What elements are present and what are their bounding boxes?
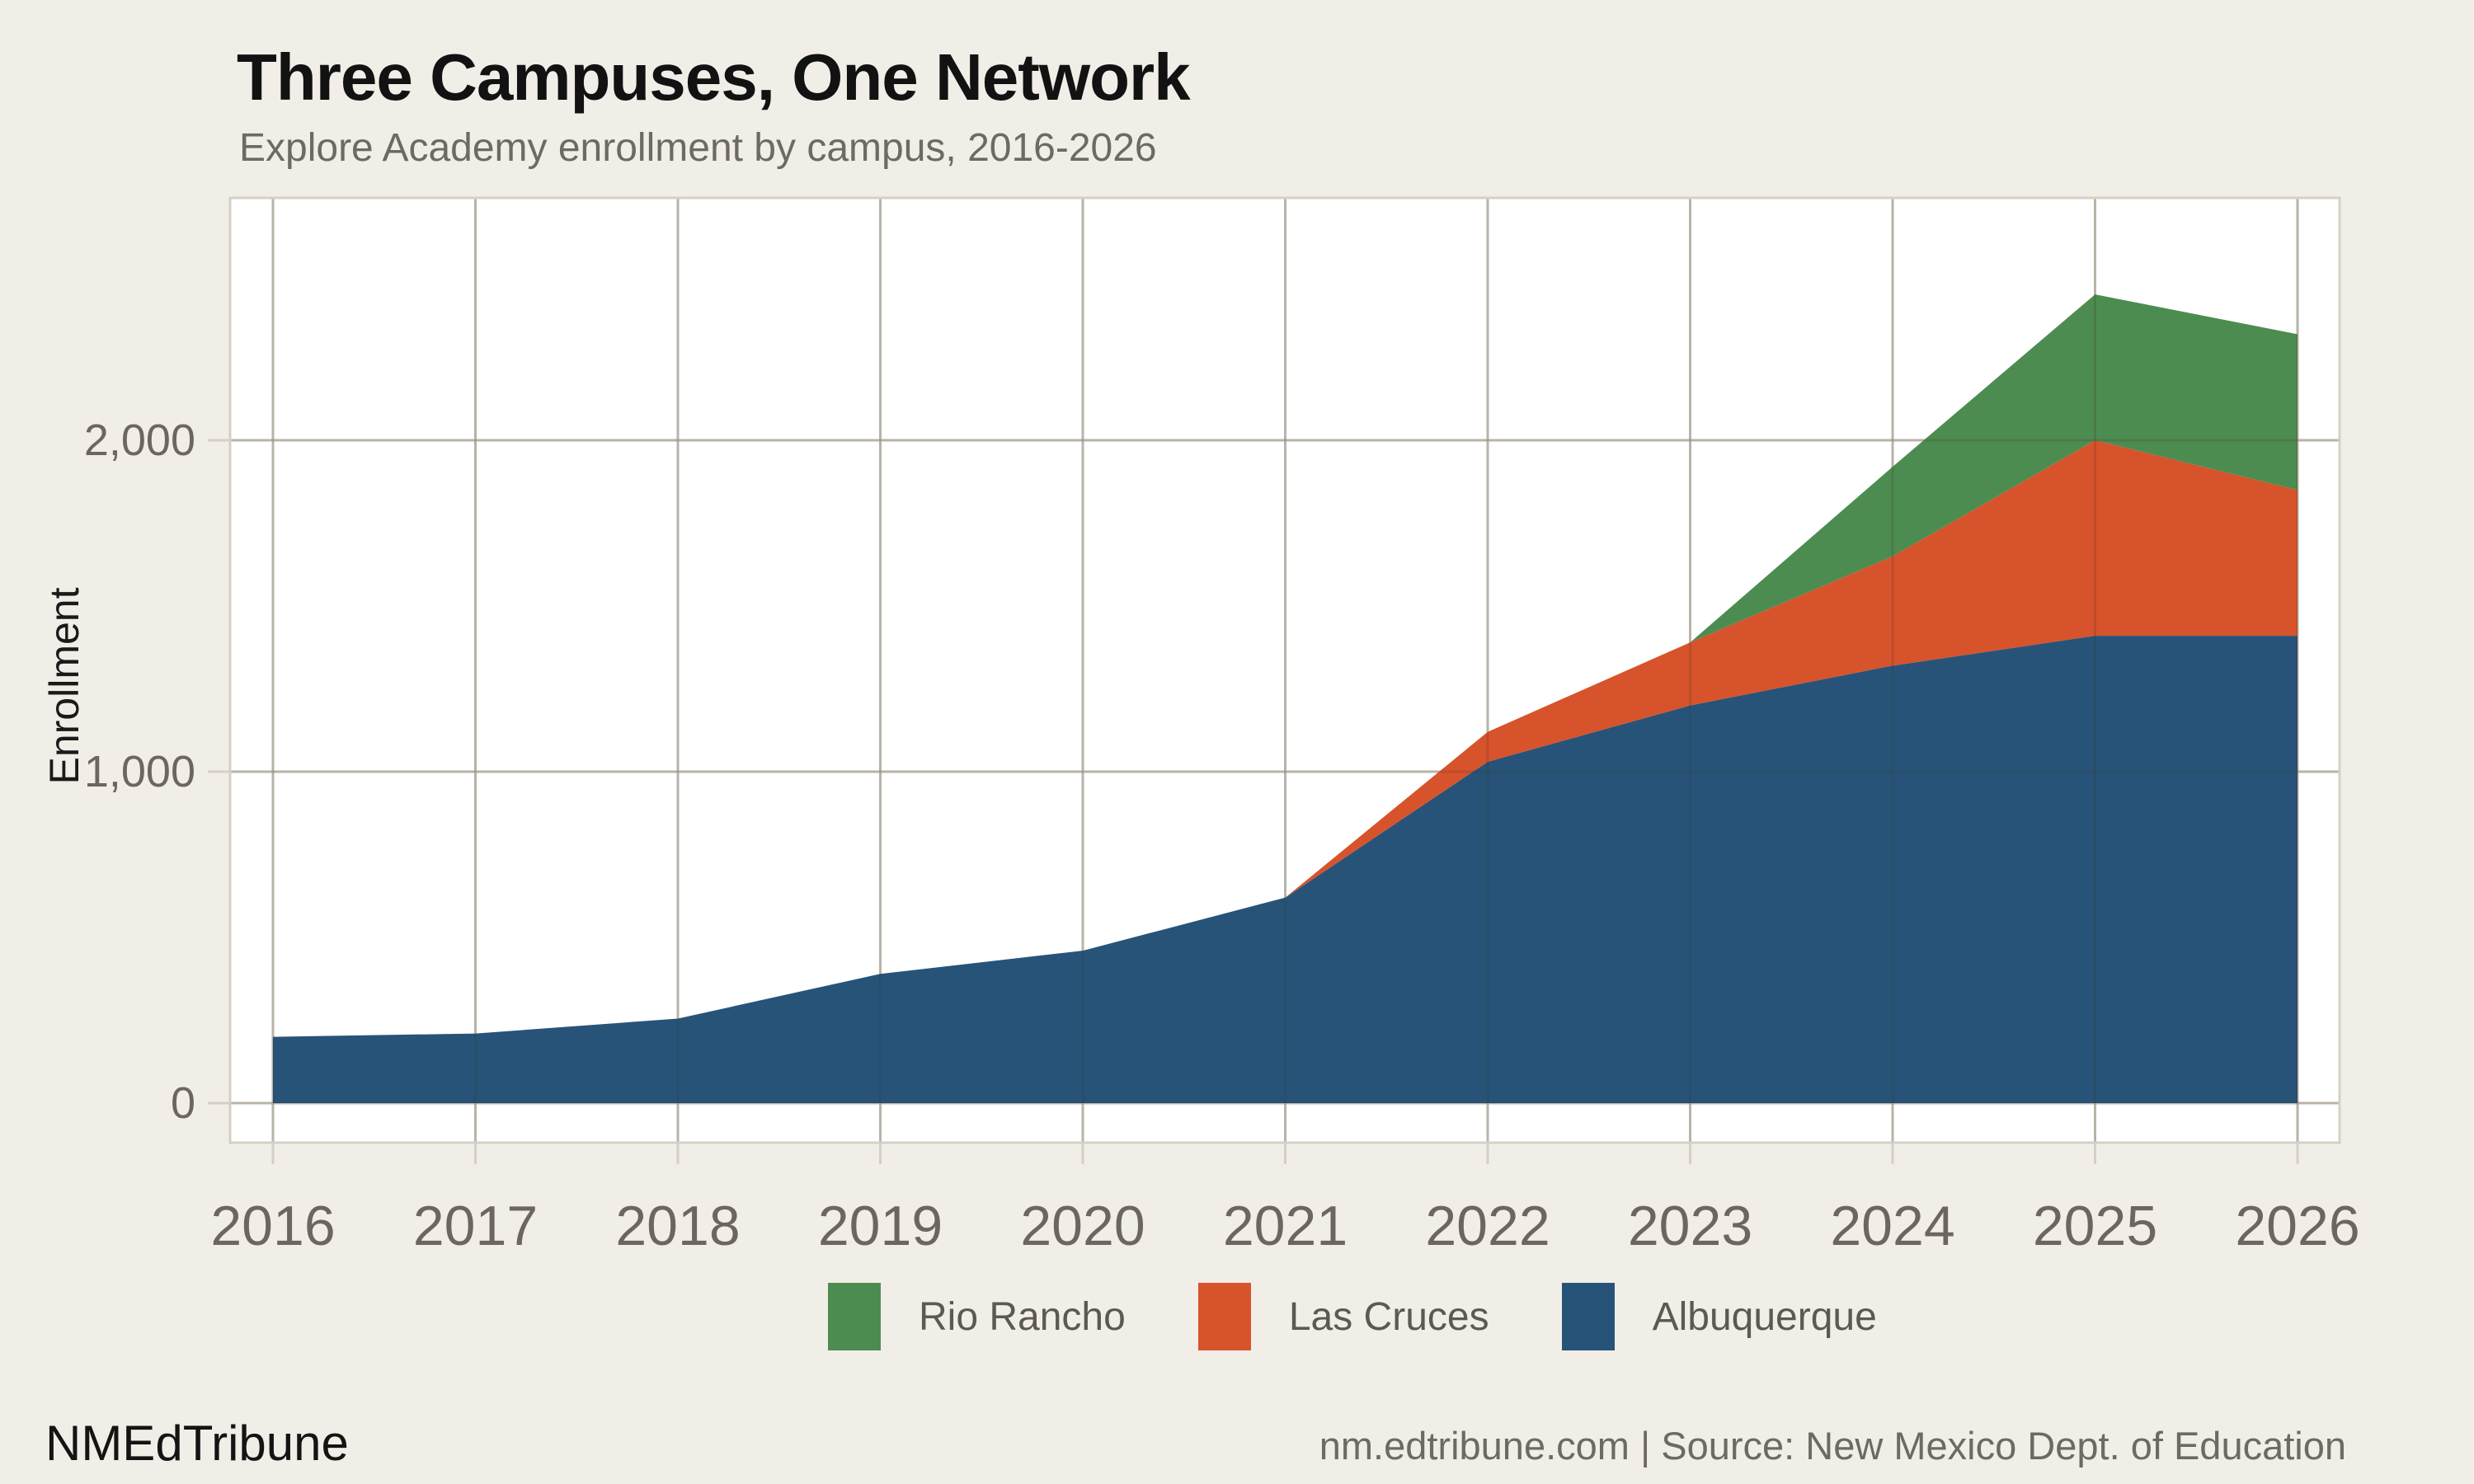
x-tick-label: 2018	[615, 1195, 741, 1257]
y-tick-label: 1,000	[83, 747, 195, 796]
x-tick-label: 2025	[2032, 1195, 2158, 1257]
y-axis-title: Enrollment	[41, 587, 87, 785]
y-tick-label: 2,000	[83, 416, 195, 465]
page-subtitle: Explore Academy enrollment by campus, 20…	[239, 126, 1157, 170]
footer-source: nm.edtribune.com | Source: New Mexico De…	[1319, 1424, 2346, 1468]
x-tick-label: 2024	[1830, 1195, 1955, 1257]
legend-label: Albuquerque	[1652, 1294, 1877, 1339]
area-series-rio-rancho	[273, 294, 2298, 1037]
area-series-albuquerque	[273, 636, 2298, 1103]
legend-label: Rio Rancho	[919, 1294, 1126, 1339]
x-tick-label: 2026	[2235, 1195, 2360, 1257]
legend-item-las-cruces: Las Cruces	[1197, 1283, 1489, 1350]
legend-swatch	[1197, 1283, 1251, 1350]
x-tick-label: 2017	[412, 1195, 539, 1257]
legend-item-albuquerque: Albuquerque	[1561, 1283, 1877, 1350]
x-tick-label: 2019	[817, 1195, 943, 1257]
x-tick-label: 2021	[1222, 1195, 1348, 1257]
legend-swatch	[828, 1283, 881, 1350]
x-tick-label: 2022	[1425, 1195, 1550, 1257]
x-tick-label: 2023	[1627, 1195, 1753, 1257]
legend-swatch	[1561, 1283, 1615, 1350]
x-tick-label: 2020	[1020, 1195, 1145, 1257]
legend-item-rio-rancho: Rio Rancho	[828, 1283, 1126, 1350]
area-series-las-cruces	[273, 440, 2298, 1037]
footer-brand: NMEdTribune	[45, 1416, 349, 1471]
legend-label: Las Cruces	[1288, 1294, 1489, 1339]
y-tick-label: 0	[170, 1078, 195, 1128]
legend: Rio Rancho Las Cruces Albuquerque	[828, 1283, 1877, 1350]
page-title: Three Campuses, One Network	[237, 40, 1191, 114]
x-tick-label: 2016	[210, 1195, 336, 1257]
